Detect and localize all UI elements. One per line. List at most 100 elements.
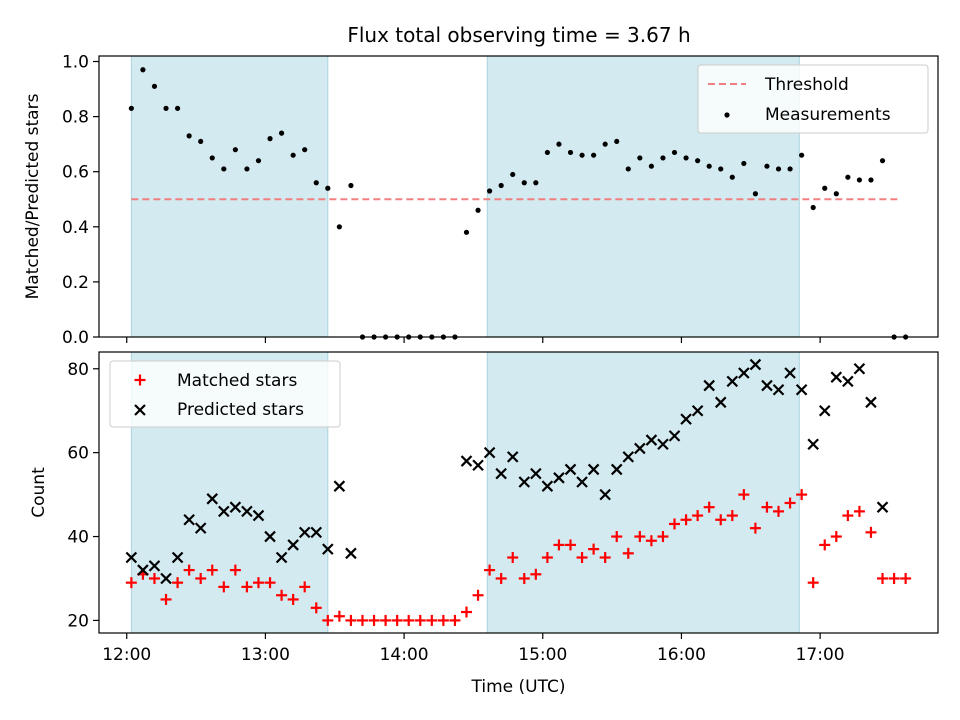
measurement-point bbox=[244, 166, 250, 172]
measurement-point bbox=[140, 67, 146, 73]
predicted-star-point bbox=[137, 564, 149, 576]
predicted-star-point bbox=[530, 467, 542, 480]
measurement-point bbox=[498, 182, 504, 189]
measurement-point bbox=[591, 152, 597, 158]
measurement-point bbox=[510, 171, 516, 178]
matched-star-point bbox=[622, 547, 634, 559]
matched-star-point bbox=[380, 614, 392, 626]
predicted-star-point bbox=[287, 539, 299, 551]
matched-star-point bbox=[877, 572, 889, 584]
matched-star-point bbox=[160, 593, 172, 605]
matched-star-point bbox=[276, 589, 288, 601]
measurement-point bbox=[521, 180, 527, 186]
predicted-star-point bbox=[252, 509, 265, 522]
matched-star-point bbox=[773, 505, 785, 517]
matched-star-point bbox=[299, 581, 311, 593]
measurements-series bbox=[128, 67, 909, 340]
legend-x-marker bbox=[134, 404, 146, 416]
matched-star-point bbox=[183, 564, 195, 576]
predicted-star-point bbox=[749, 358, 762, 371]
predicted-star-point bbox=[668, 430, 681, 442]
measurement-point bbox=[648, 163, 654, 169]
matched-star-point bbox=[195, 572, 207, 584]
predicted-star-point bbox=[541, 480, 554, 492]
measurement-point bbox=[729, 174, 735, 180]
matched-star-point bbox=[218, 581, 230, 593]
matched-star-point bbox=[403, 614, 415, 626]
predicted-star-point bbox=[657, 438, 669, 451]
measurement-point bbox=[579, 152, 585, 158]
y-tick-label: 0.8 bbox=[62, 108, 89, 128]
bottom-plot-frame bbox=[98, 351, 939, 634]
y-tick-label: 20 bbox=[67, 611, 89, 631]
matched-star-point bbox=[449, 614, 461, 626]
matched-star-point bbox=[588, 543, 600, 555]
matched-star-point bbox=[518, 572, 530, 584]
measurement-point bbox=[799, 152, 805, 158]
measurement-point bbox=[313, 180, 319, 186]
predicted-star-point bbox=[460, 455, 473, 467]
matched-star-point bbox=[553, 539, 565, 551]
matched-star-point bbox=[599, 552, 611, 564]
predicted-star-point bbox=[807, 438, 819, 451]
predicted-star-point bbox=[634, 442, 646, 455]
measurement-point bbox=[336, 224, 342, 230]
predicted-star-point bbox=[218, 505, 230, 518]
legend-measurements-swatch bbox=[724, 112, 730, 118]
measurement-point bbox=[128, 105, 134, 111]
predicted-star-point bbox=[518, 476, 531, 488]
predicted-star-point bbox=[264, 530, 276, 543]
top-legend-box bbox=[697, 64, 929, 134]
predicted-star-point bbox=[738, 367, 750, 379]
top-y-axis-ticks: 0.0 0.2 0.4 0.6 0.8 1.0 bbox=[62, 53, 99, 348]
matched-star-point bbox=[726, 510, 738, 522]
predicted-star-point bbox=[645, 434, 658, 446]
matched-star-point bbox=[865, 526, 877, 538]
legend-matched-swatch bbox=[134, 374, 146, 386]
x-tick-label: 15:00 bbox=[518, 645, 567, 665]
measurement-point bbox=[637, 155, 643, 161]
matched-star-point bbox=[264, 577, 276, 589]
measurement-point bbox=[533, 180, 539, 186]
y-tick-label: 1.0 bbox=[62, 53, 89, 73]
chart-title: Flux total observing time = 3.67 h bbox=[347, 23, 690, 47]
matched-star-point bbox=[853, 505, 865, 517]
bottom-x-axis-ticks: 12:00 13:00 14:00 15:00 16:00 17:00 bbox=[102, 633, 845, 665]
predicted-star-point bbox=[587, 463, 600, 476]
measurement-point bbox=[660, 155, 666, 161]
y-tick-label: 60 bbox=[67, 444, 89, 464]
measurement-point bbox=[221, 166, 227, 172]
top-legend: Threshold Measurements bbox=[697, 64, 929, 134]
matched-star-point bbox=[241, 581, 253, 593]
predicted-star-point bbox=[310, 526, 323, 539]
predicted-star-point bbox=[483, 446, 496, 459]
predicted-star-point bbox=[610, 463, 623, 476]
shaded-interval-2 bbox=[487, 352, 800, 633]
top-shaded-intervals bbox=[130, 56, 800, 337]
measurement-point bbox=[267, 136, 273, 142]
measurement-point bbox=[764, 163, 770, 169]
legend-predicted-label: Predicted stars bbox=[177, 400, 304, 420]
measurement-point bbox=[625, 166, 631, 172]
measurement-point bbox=[255, 158, 262, 164]
matched-star-point bbox=[819, 539, 831, 551]
measurement-point bbox=[718, 166, 724, 172]
predicted-star-point bbox=[506, 451, 519, 463]
predicted-star-point bbox=[865, 396, 877, 409]
matched-star-point bbox=[888, 572, 900, 584]
predicted-star-point bbox=[830, 371, 843, 383]
x-tick-label: 14:00 bbox=[380, 645, 429, 665]
matched-star-point bbox=[715, 514, 727, 526]
predicted-star-point bbox=[171, 551, 184, 564]
predicted-star-point bbox=[298, 526, 311, 539]
measurement-point bbox=[325, 185, 331, 191]
matched-star-point bbox=[495, 572, 507, 584]
measurement-point bbox=[602, 141, 608, 147]
matched-star-point bbox=[426, 614, 438, 626]
measurement-point bbox=[463, 229, 470, 235]
legend-plus-marker bbox=[134, 374, 146, 386]
predicted-star-point bbox=[761, 379, 773, 392]
matched-star-point bbox=[807, 577, 819, 589]
measurement-point bbox=[209, 155, 215, 161]
matched-star-point bbox=[414, 614, 426, 626]
